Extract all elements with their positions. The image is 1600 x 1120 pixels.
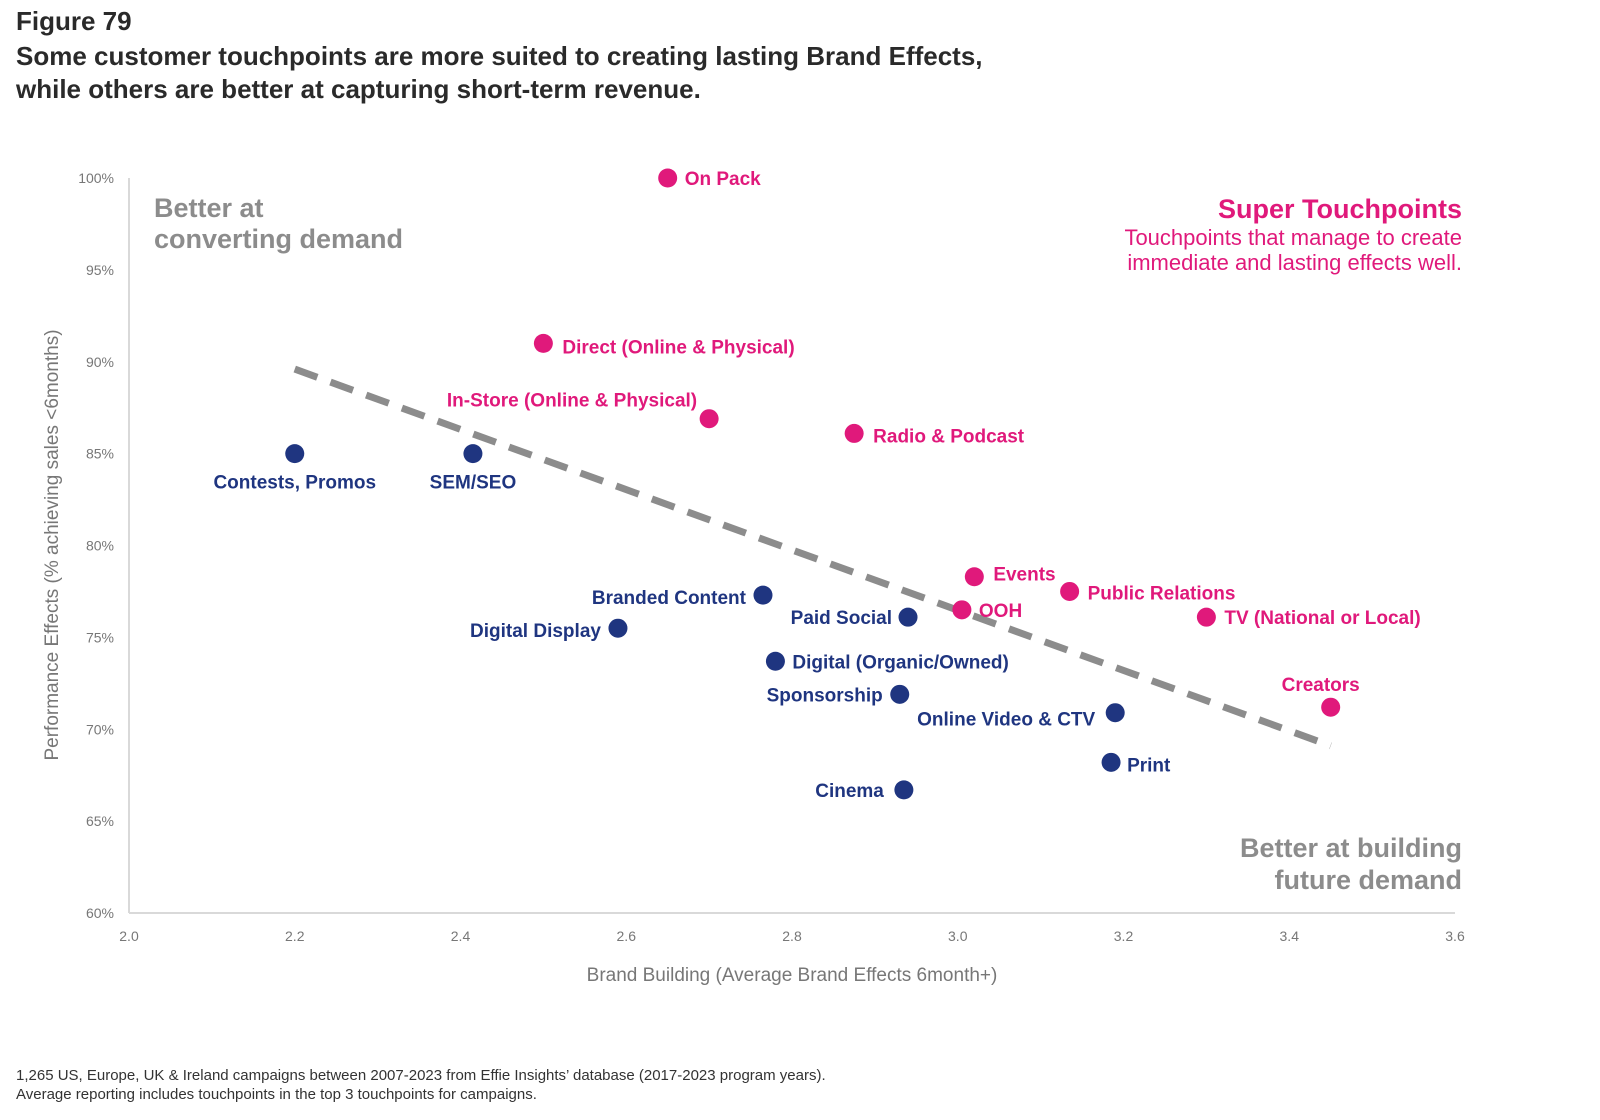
x-tick-label: 2.6 bbox=[617, 928, 637, 944]
point-sponsorship bbox=[890, 684, 910, 704]
point-public-relations bbox=[1060, 581, 1080, 601]
y-tick-label: 85% bbox=[86, 446, 114, 462]
point-on-pack bbox=[658, 168, 678, 188]
point-cinema bbox=[894, 780, 914, 800]
point-label-print: Print bbox=[1127, 755, 1171, 776]
point-label-branded-content: Branded Content bbox=[592, 588, 747, 609]
super-touchpoints-sub-line-2: immediate and lasting effects well. bbox=[1127, 250, 1462, 275]
point-label-digital-organic-owned: Digital (Organic/Owned) bbox=[792, 652, 1008, 673]
x-tick-label: 2.2 bbox=[285, 928, 305, 944]
point-label-direct-online-physical: Direct (Online & Physical) bbox=[562, 337, 794, 358]
y-tick-label: 95% bbox=[86, 262, 114, 278]
quadrant-top-left-line-1: Better at bbox=[154, 193, 264, 223]
footnote-line-1: 1,265 US, Europe, UK & Ireland campaigns… bbox=[16, 1067, 826, 1084]
point-label-tv-national-or-local: TV (National or Local) bbox=[1224, 608, 1420, 629]
x-tick-label: 2.0 bbox=[119, 928, 139, 944]
super-touchpoints-sub-line-1: Touchpoints that manage to create bbox=[1124, 225, 1462, 250]
quadrant-top-left-line-2: converting demand bbox=[154, 224, 403, 254]
point-radio-podcast bbox=[844, 423, 864, 443]
point-label-sem-seo: SEM/SEO bbox=[430, 473, 517, 494]
point-ooh bbox=[952, 600, 972, 620]
quadrant-bottom-right-line-1: Better at building bbox=[1240, 833, 1462, 863]
figure-title: Some customer touchpoints are more suite… bbox=[16, 40, 1216, 106]
y-tick-label: 100% bbox=[78, 170, 114, 186]
point-label-ooh: OOH bbox=[979, 601, 1022, 622]
point-digital-organic-owned bbox=[765, 651, 785, 671]
x-tick-label: 2.4 bbox=[451, 928, 471, 944]
point-online-video-ctv bbox=[1105, 703, 1125, 723]
point-sem-seo bbox=[463, 444, 483, 464]
y-tick-label: 70% bbox=[86, 721, 114, 737]
point-label-contests-promos: Contests, Promos bbox=[213, 473, 376, 494]
footnote: 1,265 US, Europe, UK & Ireland campaigns… bbox=[16, 1066, 826, 1104]
y-tick-label: 90% bbox=[86, 354, 114, 370]
data-points: On Pack Direct (Online & Physical) In-Stor… bbox=[213, 168, 1421, 802]
figure-label: Figure 79 bbox=[16, 6, 132, 36]
point-label-on-pack: On Pack bbox=[685, 169, 761, 190]
footnote-line-2: Average reporting includes touchpoints i… bbox=[16, 1086, 537, 1103]
point-creators bbox=[1321, 697, 1341, 717]
x-tick-label: 3.6 bbox=[1445, 928, 1465, 944]
point-label-digital-display: Digital Display bbox=[470, 621, 601, 642]
point-paid-social bbox=[898, 607, 918, 627]
point-digital-display bbox=[608, 618, 628, 638]
point-contests-promos bbox=[285, 444, 305, 464]
figure-title-line-2: while others are better at capturing sho… bbox=[16, 74, 701, 104]
point-label-radio-podcast: Radio & Podcast bbox=[873, 426, 1025, 447]
axes bbox=[128, 178, 1455, 914]
y-tick-label: 80% bbox=[86, 538, 114, 554]
point-events bbox=[964, 567, 984, 587]
point-label-paid-social: Paid Social bbox=[791, 608, 892, 629]
x-tick-label: 3.2 bbox=[1114, 928, 1134, 944]
point-in-store-online-physical bbox=[699, 409, 719, 429]
y-tick-label: 60% bbox=[86, 905, 114, 921]
point-print bbox=[1101, 752, 1121, 772]
x-tick-label: 2.8 bbox=[782, 928, 802, 944]
y-tick-label: 75% bbox=[86, 629, 114, 645]
x-axis-title: Brand Building (Average Brand Effects 6m… bbox=[587, 965, 998, 986]
point-label-sponsorship: Sponsorship bbox=[767, 685, 883, 706]
point-tv-national-or-local bbox=[1196, 607, 1216, 627]
point-label-in-store-online-physical: In-Store (Online & Physical) bbox=[447, 391, 697, 412]
point-label-cinema: Cinema bbox=[815, 781, 884, 802]
super-touchpoints-title: Super Touchpoints bbox=[1218, 194, 1462, 224]
point-label-online-video-ctv: Online Video & CTV bbox=[917, 710, 1095, 731]
point-direct-online-physical bbox=[533, 333, 553, 353]
point-branded-content bbox=[753, 585, 773, 605]
point-label-events: Events bbox=[993, 565, 1055, 586]
tick-labels: 2.0 2.2 2.4 2.6 2.8 3.0 3.2 3.4 3.6 100% 95% 90% 85%… bbox=[78, 170, 1465, 944]
point-label-creators: Creators bbox=[1282, 675, 1360, 696]
y-tick-label: 65% bbox=[86, 813, 114, 829]
point-label-public-relations: Public Relations bbox=[1088, 583, 1236, 604]
quadrant-annotations: Better at converting demand Super Touchp… bbox=[154, 193, 1462, 895]
trend-line bbox=[293, 365, 1332, 750]
x-tick-label: 3.4 bbox=[1280, 928, 1300, 944]
quadrant-bottom-right-line-2: future demand bbox=[1274, 865, 1462, 895]
figure-title-line-1: Some customer touchpoints are more suite… bbox=[16, 41, 983, 71]
y-axis-title: Performance Effects (% achieving sales <… bbox=[42, 329, 63, 760]
x-tick-label: 3.0 bbox=[948, 928, 968, 944]
